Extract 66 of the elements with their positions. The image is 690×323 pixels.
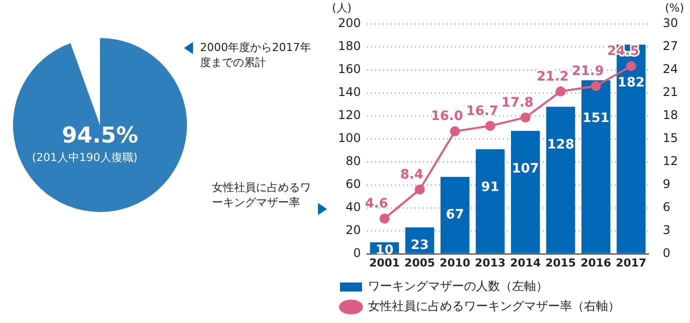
y2-tick-label: 12 [662, 154, 678, 168]
y2-tick-label: 27 [662, 39, 678, 54]
data-label: 21.2 [536, 69, 569, 84]
point [590, 81, 601, 92]
point [520, 112, 530, 122]
y2-tick-label: 9 [662, 176, 670, 191]
data-label: 151 [582, 111, 610, 126]
point [556, 86, 566, 96]
y2-tick-label: 21 [662, 85, 678, 100]
data-label: 94.5% [62, 124, 138, 149]
data-label: 8.4 [400, 167, 424, 182]
bar [510, 130, 540, 254]
legend-label: 女性社員に占めるワーキングマザー率（右軸） [368, 299, 620, 314]
text: 女性社員に占めるワーキングマザー率 [212, 180, 312, 210]
data-label: 107 [512, 162, 539, 177]
point [414, 184, 425, 194]
y-tick-label: 180 [338, 39, 361, 54]
x-tick-label: 2005 [404, 256, 436, 270]
y-tick-label: 160 [338, 62, 361, 76]
data-label: 10 [375, 243, 394, 258]
data-label: 17.8 [501, 95, 534, 110]
bar [546, 106, 576, 254]
y2-tick-label: 6 [662, 200, 670, 214]
bar [581, 80, 610, 254]
y2-tick-label: 30 [662, 16, 678, 30]
x-tick-label: 2010 [440, 256, 471, 270]
y-axis-title: (人) [332, 1, 352, 14]
y-tick-label: 140 [338, 85, 361, 100]
point [380, 214, 390, 224]
x-tick-label: 2014 [510, 256, 542, 270]
data-label: 128 [547, 138, 574, 153]
y2-tick-label: 0 [662, 246, 670, 260]
y-tick-label: 200 [338, 16, 361, 30]
y-tick-label: 100 [338, 131, 361, 146]
data-label: 4.6 [365, 196, 388, 212]
data-label: 16.7 [466, 104, 498, 119]
data-label: 16.0 [430, 109, 464, 124]
text: 2000年度から2017年度までの累計 [200, 40, 312, 70]
y-tick-label: 60 [346, 176, 361, 191]
point [626, 61, 636, 72]
y2-tick-label: 15 [662, 131, 678, 146]
x-tick-label: 2001 [369, 256, 400, 270]
x-tick-label: 2016 [580, 256, 612, 270]
point [485, 120, 496, 131]
y-tick-label: 120 [338, 108, 361, 122]
y2-tick-label: 18 [662, 108, 678, 122]
y2-tick-label: 3 [662, 222, 670, 237]
bar [476, 149, 505, 254]
y2-axis-title: (%) [664, 1, 684, 14]
legend-label: ワーキングマザーの人数（左軸） [368, 279, 548, 294]
data-label: 67 [446, 208, 464, 223]
point [450, 126, 460, 136]
data-label: 21.9 [572, 64, 604, 79]
x-tick-label: 2017 [616, 256, 646, 270]
data-label: 91 [481, 180, 500, 196]
y-tick-label: 0 [353, 246, 361, 260]
text: (201人中190人復職) [32, 150, 138, 165]
data-label: 23 [410, 238, 429, 254]
y-tick-label: 80 [346, 154, 361, 168]
y-tick-label: 40 [346, 200, 361, 214]
y2-tick-label: 24 [662, 62, 678, 76]
data-label: 182 [618, 76, 645, 91]
y-tick-label: 20 [346, 222, 361, 237]
bar [440, 176, 470, 254]
x-tick-label: 2015 [545, 256, 576, 270]
x-tick-label: 2013 [474, 256, 506, 270]
